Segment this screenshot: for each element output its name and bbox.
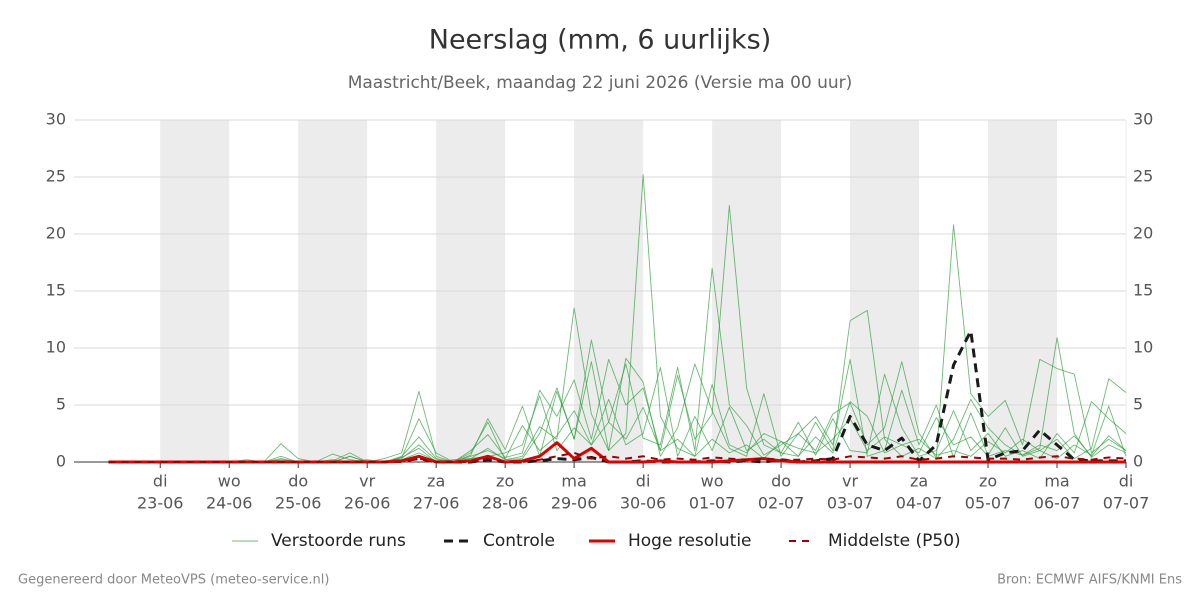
footer-left: Gegenereerd door MeteoVPS (meteo-service… bbox=[18, 573, 329, 588]
series-line bbox=[108, 451, 1127, 463]
x-tick-label: do bbox=[288, 472, 308, 491]
x-tick-date: 30-06 bbox=[620, 494, 667, 513]
x-tick-date: 02-07 bbox=[758, 494, 805, 513]
x-tick-date: 27-06 bbox=[413, 494, 460, 513]
legend-label: Controle bbox=[483, 531, 555, 551]
legend-label: Hoge resolutie bbox=[628, 531, 752, 551]
y-tick-label: 30 bbox=[46, 110, 66, 129]
x-tick-date: 26-06 bbox=[344, 494, 391, 513]
y-tick-label: 15 bbox=[46, 281, 66, 300]
legend-label: Verstoorde runs bbox=[271, 531, 406, 551]
series-line bbox=[108, 205, 1127, 463]
x-tick-label: di bbox=[153, 472, 168, 491]
y-tick-label: 20 bbox=[46, 224, 66, 243]
x-tick-label: wo bbox=[701, 472, 724, 491]
y-tick-label: 0 bbox=[56, 452, 66, 471]
x-tick-label: zo bbox=[496, 472, 514, 491]
x-tick-label: vr bbox=[359, 472, 375, 491]
series-line bbox=[108, 357, 1127, 463]
y-tick-label: 5 bbox=[56, 395, 66, 414]
x-tick-label: di bbox=[1119, 472, 1134, 491]
footer-right: Bron: ECMWF AIFS/KNMI Ens bbox=[997, 573, 1182, 588]
x-tick-label: wo bbox=[218, 472, 241, 491]
chart-subtitle: Maastricht/Beek, maandag 22 juni 2026 (V… bbox=[348, 73, 853, 93]
x-tick-date: 06-07 bbox=[1034, 494, 1081, 513]
x-tick-date: 03-07 bbox=[827, 494, 874, 513]
y2-tick-label: 30 bbox=[1133, 110, 1153, 129]
y2-tick-label: 5 bbox=[1133, 395, 1143, 414]
y-tick-label: 10 bbox=[46, 338, 66, 357]
x-tick-date: 24-06 bbox=[206, 494, 253, 513]
y2-tick-label: 10 bbox=[1133, 338, 1153, 357]
x-tick-label: ma bbox=[561, 472, 586, 491]
y2-tick-label: 25 bbox=[1133, 167, 1153, 186]
x-tick-label: do bbox=[771, 472, 791, 491]
y2-tick-label: 0 bbox=[1133, 452, 1143, 471]
x-tick-date: 23-06 bbox=[137, 494, 184, 513]
x-tick-date: 29-06 bbox=[551, 494, 598, 513]
x-tick-date: 07-07 bbox=[1103, 494, 1150, 513]
chart-title: Neerslag (mm, 6 uurlijks) bbox=[429, 25, 771, 56]
x-tick-date: 28-06 bbox=[482, 494, 529, 513]
x-tick-label: vr bbox=[842, 472, 858, 491]
series-line bbox=[108, 224, 1127, 463]
x-tick-date: 04-07 bbox=[896, 494, 943, 513]
y2-tick-label: 15 bbox=[1133, 281, 1153, 300]
x-tick-date: 01-07 bbox=[689, 494, 736, 513]
legend-label: Middelste (P50) bbox=[828, 531, 961, 551]
x-tick-label: ma bbox=[1044, 472, 1069, 491]
x-tick-date: 25-06 bbox=[275, 494, 322, 513]
x-tick-label: zo bbox=[979, 472, 997, 491]
x-tick-label: za bbox=[910, 472, 928, 491]
series-line bbox=[108, 174, 1127, 463]
y2-tick-label: 20 bbox=[1133, 224, 1153, 243]
x-tick-date: 05-07 bbox=[965, 494, 1012, 513]
y-tick-label: 25 bbox=[46, 167, 66, 186]
x-tick-label: di bbox=[636, 472, 651, 491]
x-tick-label: za bbox=[427, 472, 445, 491]
